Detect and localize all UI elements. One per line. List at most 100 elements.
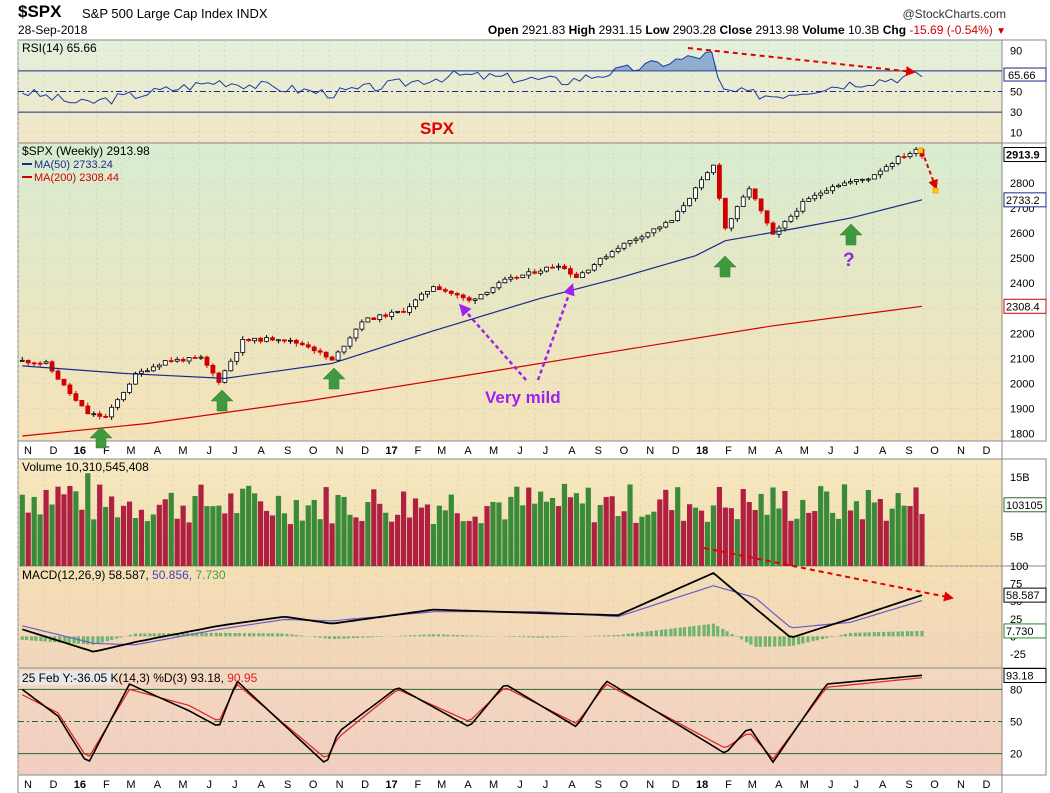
candle-body xyxy=(299,342,305,346)
macd-histogram-bar xyxy=(706,624,710,637)
macd-histogram-bar xyxy=(910,631,914,637)
macd-histogram-bar xyxy=(24,636,29,641)
date-tick-label: D xyxy=(672,445,680,457)
macd-histogram-bar xyxy=(342,636,346,639)
volume-bar xyxy=(323,487,329,566)
macd-histogram-bar xyxy=(626,633,630,637)
macd-histogram-bar xyxy=(867,632,871,637)
volume-bar xyxy=(156,504,162,566)
volume-bar xyxy=(824,491,830,566)
volume-bar xyxy=(847,510,854,566)
volume-bar xyxy=(877,498,883,566)
macd-histogram-bar xyxy=(858,632,862,637)
candle-body xyxy=(854,179,859,182)
stoch-tooltip-box xyxy=(20,671,114,685)
macd-histogram-bar xyxy=(839,634,843,637)
candle-body xyxy=(430,286,436,292)
macd-histogram-bar xyxy=(399,635,403,637)
macd-histogram-bar xyxy=(436,634,441,637)
date-tick-label: A xyxy=(464,445,472,457)
candle-body xyxy=(353,328,359,339)
date-tick-label: J xyxy=(828,779,834,791)
volume-bar xyxy=(496,502,502,566)
date-tick-label: N xyxy=(646,779,654,791)
candle-body xyxy=(377,314,383,320)
candle-body xyxy=(436,286,442,291)
candle-body xyxy=(359,321,365,330)
candle-body xyxy=(681,205,687,212)
macd-histogram-bar xyxy=(768,636,772,647)
green-up-arrow xyxy=(322,367,346,390)
volume-bar xyxy=(448,494,454,566)
low-label: Low xyxy=(645,23,670,37)
rsi-overbought-fill xyxy=(22,51,923,71)
rsi-line xyxy=(22,51,923,105)
stoch-k-line xyxy=(21,674,923,764)
volume-bar xyxy=(573,493,579,566)
volume-bar xyxy=(174,518,180,566)
macd-histogram-bar xyxy=(356,636,360,638)
date-tick-label: M xyxy=(800,445,809,457)
candle-body xyxy=(85,405,91,415)
index-name: S&P 500 Large Cap Index xyxy=(82,6,233,21)
volume-bar xyxy=(19,494,25,566)
candle-body xyxy=(842,182,847,186)
candle-body xyxy=(573,273,579,279)
macd-histogram-bar xyxy=(692,625,696,637)
candle-body xyxy=(49,361,55,372)
volume-bar xyxy=(240,488,246,566)
candle-body xyxy=(490,287,496,293)
macd-histogram-bar xyxy=(333,636,337,640)
volume-bar xyxy=(91,519,97,566)
candle-body xyxy=(168,360,174,362)
macd-histogram-bar xyxy=(266,633,270,637)
macd-histogram-bar xyxy=(366,636,370,638)
symbol-name: S&P 500 Large Cap Index INDX xyxy=(82,6,268,21)
macd-histogram-bar xyxy=(157,633,161,637)
volume-bar xyxy=(549,497,556,566)
macd-histogram-bar xyxy=(242,633,247,637)
candle-body xyxy=(734,206,740,220)
volume-bar xyxy=(252,493,258,566)
volume-bar xyxy=(895,493,901,566)
y-tick-label: 1800 xyxy=(1010,428,1034,440)
macd-histogram-bar xyxy=(105,636,109,642)
price-panel xyxy=(17,142,1003,442)
date-tick-label: 17 xyxy=(385,779,397,791)
brand[interactable]: @StockCharts.com xyxy=(902,7,1006,21)
candle-body xyxy=(198,356,204,359)
volume-bar xyxy=(371,489,377,566)
macd-histogram-bar xyxy=(536,636,540,638)
macd-histogram-bar xyxy=(261,633,265,637)
date-tick-label: J xyxy=(232,445,238,457)
candle-body xyxy=(722,197,728,229)
date-tick-label: O xyxy=(620,445,629,457)
volume-bar xyxy=(830,512,836,566)
volume-bar xyxy=(627,484,633,566)
macd-histogram-bar xyxy=(716,626,720,637)
candle-body xyxy=(752,188,758,200)
volume-bar xyxy=(752,510,758,566)
candle-body xyxy=(794,210,800,217)
macd-histogram-bar xyxy=(200,632,204,637)
date-tick-label: 16 xyxy=(74,779,86,791)
volume-bar xyxy=(180,505,186,566)
candle-body xyxy=(597,257,603,265)
macd-histogram-bar xyxy=(920,630,924,637)
candle-body xyxy=(425,290,430,295)
candle-body xyxy=(37,362,43,365)
macd-histogram-bar xyxy=(763,636,767,647)
macd-histogram-bar xyxy=(422,634,426,637)
date-tick-label: M xyxy=(800,779,809,791)
candle-body xyxy=(448,290,454,294)
volume-bar xyxy=(675,487,681,566)
macd-histogram-bar xyxy=(143,633,147,637)
candle-body xyxy=(460,294,466,299)
volume-bar xyxy=(609,496,615,566)
ma50-line xyxy=(22,199,923,380)
date-tick-label: J xyxy=(543,779,549,791)
macd-histogram-bar xyxy=(67,636,71,644)
volume-bar xyxy=(204,506,210,566)
chart-date: 28-Sep-2018 xyxy=(18,23,88,37)
y-tick-label: -25 xyxy=(1010,649,1026,661)
